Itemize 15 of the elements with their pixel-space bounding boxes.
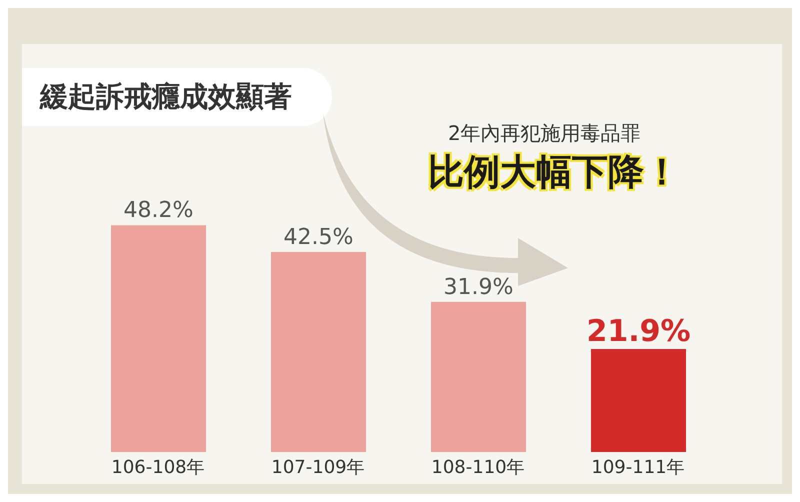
x-tick-label: 108-110年 [431, 456, 525, 478]
bar [111, 225, 206, 452]
text: 2年內再犯施用毒品罪 [448, 120, 641, 147]
bar [591, 348, 686, 452]
data-label: 21.9% [586, 314, 691, 349]
x-tick-label: 106-108年 [111, 456, 205, 478]
data-label: 31.9% [444, 274, 514, 300]
x-tick-label: 109-111年 [591, 456, 685, 478]
data-label: 48.2% [124, 198, 194, 224]
bar [431, 302, 526, 452]
bar [271, 252, 366, 452]
x-tick-label: 107-109年 [271, 456, 365, 478]
chart-title: 緩起訴戒癮成效顯著 [22, 68, 332, 126]
text: 比例大幅下降！ [428, 151, 680, 195]
data-label: 42.5% [284, 225, 354, 250]
